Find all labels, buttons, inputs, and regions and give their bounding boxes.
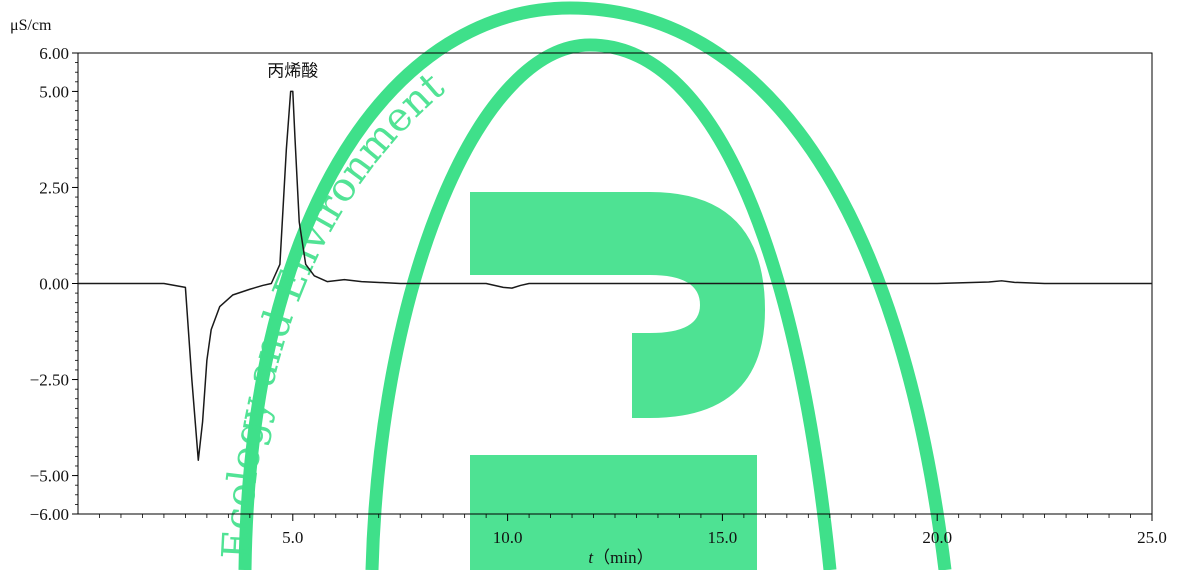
- watermark-inner-ellipse: [365, 38, 837, 571]
- x-tick-label: 5.0: [282, 528, 303, 547]
- x-tick-label: 25.0: [1137, 528, 1167, 547]
- watermark-logo-mark: [470, 192, 765, 570]
- watermark: Ecology and Environment: [214, 1, 952, 571]
- x-tick-label: 20.0: [922, 528, 952, 547]
- x-axis-unit: （min）: [593, 548, 653, 567]
- y-tick-label: 2.50: [39, 178, 69, 197]
- y-tick-label: 0.00: [39, 275, 69, 294]
- y-tick-label: −6.00: [30, 505, 69, 524]
- y-axis-unit-label: μS/cm: [10, 17, 52, 34]
- y-tick-label: −2.50: [30, 371, 69, 390]
- peak-label: 丙烯酸: [267, 61, 318, 81]
- y-tick-label: 6.00: [39, 44, 69, 63]
- watermark-outer-ellipse: [238, 1, 952, 571]
- x-axis-variable: t: [588, 548, 594, 567]
- y-axis-ticks: 6.00 5.00 2.50 0.00 −2.50 −5.00 −6.00: [30, 44, 78, 524]
- x-axis-title: t（min）: [588, 548, 653, 567]
- series-line-0: [78, 90, 1152, 461]
- x-axis-ticks: 5.0 10.0 15.0 20.0 25.0: [99, 514, 1167, 547]
- y-tick-label: −5.00: [30, 467, 69, 486]
- watermark-text: Ecology and Environment: [214, 63, 453, 560]
- annotations-layer: 丙烯酸: [267, 61, 318, 81]
- x-tick-label: 15.0: [708, 528, 738, 547]
- series-layer: [78, 90, 1152, 461]
- y-tick-label: 5.00: [39, 82, 69, 101]
- x-tick-label: 10.0: [493, 528, 523, 547]
